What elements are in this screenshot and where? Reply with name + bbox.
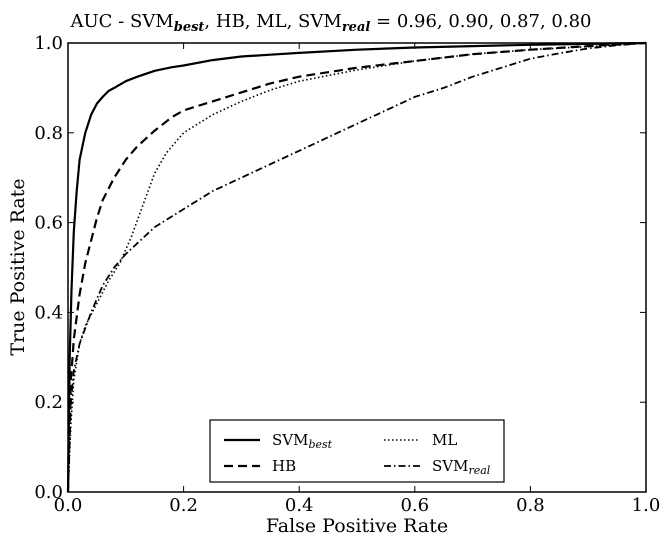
x-axis-title: False Positive Rate <box>266 515 448 537</box>
chart-title: AUC - SVMbest, HB, ML, SVMreal = 0.96, 0… <box>70 11 592 35</box>
y-axis-title: True Positive Rate <box>7 178 29 355</box>
y-tick-label: 0.0 <box>34 482 63 503</box>
legend: SVMbest HB ML SVMreal <box>209 419 505 483</box>
y-tick-label: 0.8 <box>34 123 63 144</box>
x-tick-label: 0.0 <box>54 495 83 516</box>
legend-label-ml: ML <box>432 431 457 449</box>
y-tick-label: 1.0 <box>34 33 63 54</box>
y-tick-label: 0.6 <box>34 213 63 234</box>
chart-title-part: real <box>342 20 371 35</box>
x-tick-label: 0.6 <box>400 495 429 516</box>
legend-label-svm-real: SVMreal <box>432 457 491 477</box>
x-tick-label: 0.8 <box>516 495 545 516</box>
y-tick-label: 0.2 <box>34 392 63 413</box>
chart-title-part: AUC - SVM <box>70 11 174 32</box>
roc-curve-svm-real <box>67 42 647 493</box>
x-tick-label: 0.4 <box>285 495 314 516</box>
roc-curve-svm-best <box>66 41 647 493</box>
plot-frame <box>67 42 647 493</box>
legend-box <box>209 419 505 483</box>
x-tick-label: 0.2 <box>169 495 198 516</box>
roc-curves <box>66 41 647 493</box>
chart-title-part: = 0.96, 0.90, 0.87, 0.80 <box>370 11 591 32</box>
legend-label-svm-best: SVMbest <box>272 431 333 451</box>
roc-curve-hb <box>66 41 647 493</box>
legend-label-hb: HB <box>272 457 296 475</box>
axis-tick-labels: 0.0 0.2 0.4 0.6 0.8 1.0 0.0 0.2 0.4 0.6 0.8 1.0 <box>34 33 660 516</box>
chart-title-part: best <box>174 20 205 35</box>
x-tick-label: 1.0 <box>632 495 661 516</box>
chart-title-part: , HB, ML, SVM <box>204 11 341 32</box>
y-tick-label: 0.4 <box>34 302 63 323</box>
